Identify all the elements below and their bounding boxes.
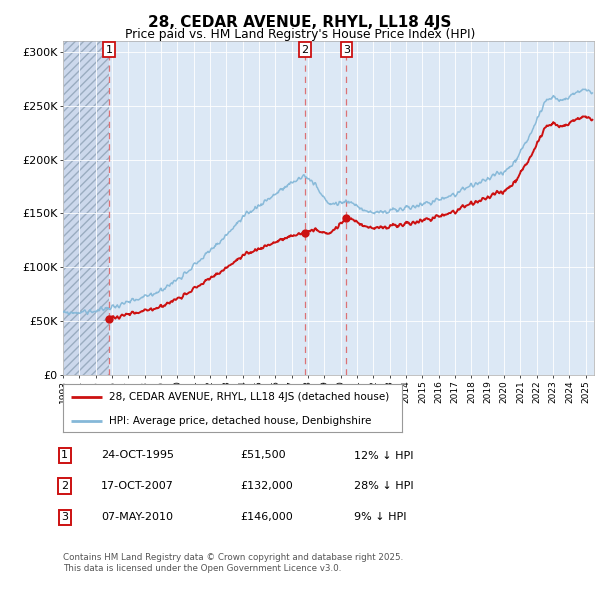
Text: 1: 1 xyxy=(106,45,112,55)
Text: 28, CEDAR AVENUE, RHYL, LL18 4JS: 28, CEDAR AVENUE, RHYL, LL18 4JS xyxy=(148,15,452,30)
Text: 2: 2 xyxy=(61,481,68,491)
Text: 24-OCT-1995: 24-OCT-1995 xyxy=(101,451,174,460)
Text: £146,000: £146,000 xyxy=(240,513,293,522)
Text: 12% ↓ HPI: 12% ↓ HPI xyxy=(354,451,413,460)
Text: This data is licensed under the Open Government Licence v3.0.: This data is licensed under the Open Gov… xyxy=(63,564,341,573)
Text: 17-OCT-2007: 17-OCT-2007 xyxy=(101,481,173,491)
Text: £132,000: £132,000 xyxy=(240,481,293,491)
Text: 1: 1 xyxy=(61,451,68,460)
Text: 3: 3 xyxy=(343,45,350,55)
Text: 07-MAY-2010: 07-MAY-2010 xyxy=(101,513,173,522)
Text: 28% ↓ HPI: 28% ↓ HPI xyxy=(354,481,413,491)
Text: 2: 2 xyxy=(301,45,308,55)
Text: 9% ↓ HPI: 9% ↓ HPI xyxy=(354,513,407,522)
Text: Contains HM Land Registry data © Crown copyright and database right 2025.: Contains HM Land Registry data © Crown c… xyxy=(63,553,403,562)
Text: HPI: Average price, detached house, Denbighshire: HPI: Average price, detached house, Denb… xyxy=(109,416,371,426)
Text: 28, CEDAR AVENUE, RHYL, LL18 4JS (detached house): 28, CEDAR AVENUE, RHYL, LL18 4JS (detach… xyxy=(109,392,389,402)
Text: 3: 3 xyxy=(61,513,68,522)
Text: Price paid vs. HM Land Registry's House Price Index (HPI): Price paid vs. HM Land Registry's House … xyxy=(125,28,475,41)
Bar xyxy=(63,41,109,375)
Text: £51,500: £51,500 xyxy=(240,451,286,460)
